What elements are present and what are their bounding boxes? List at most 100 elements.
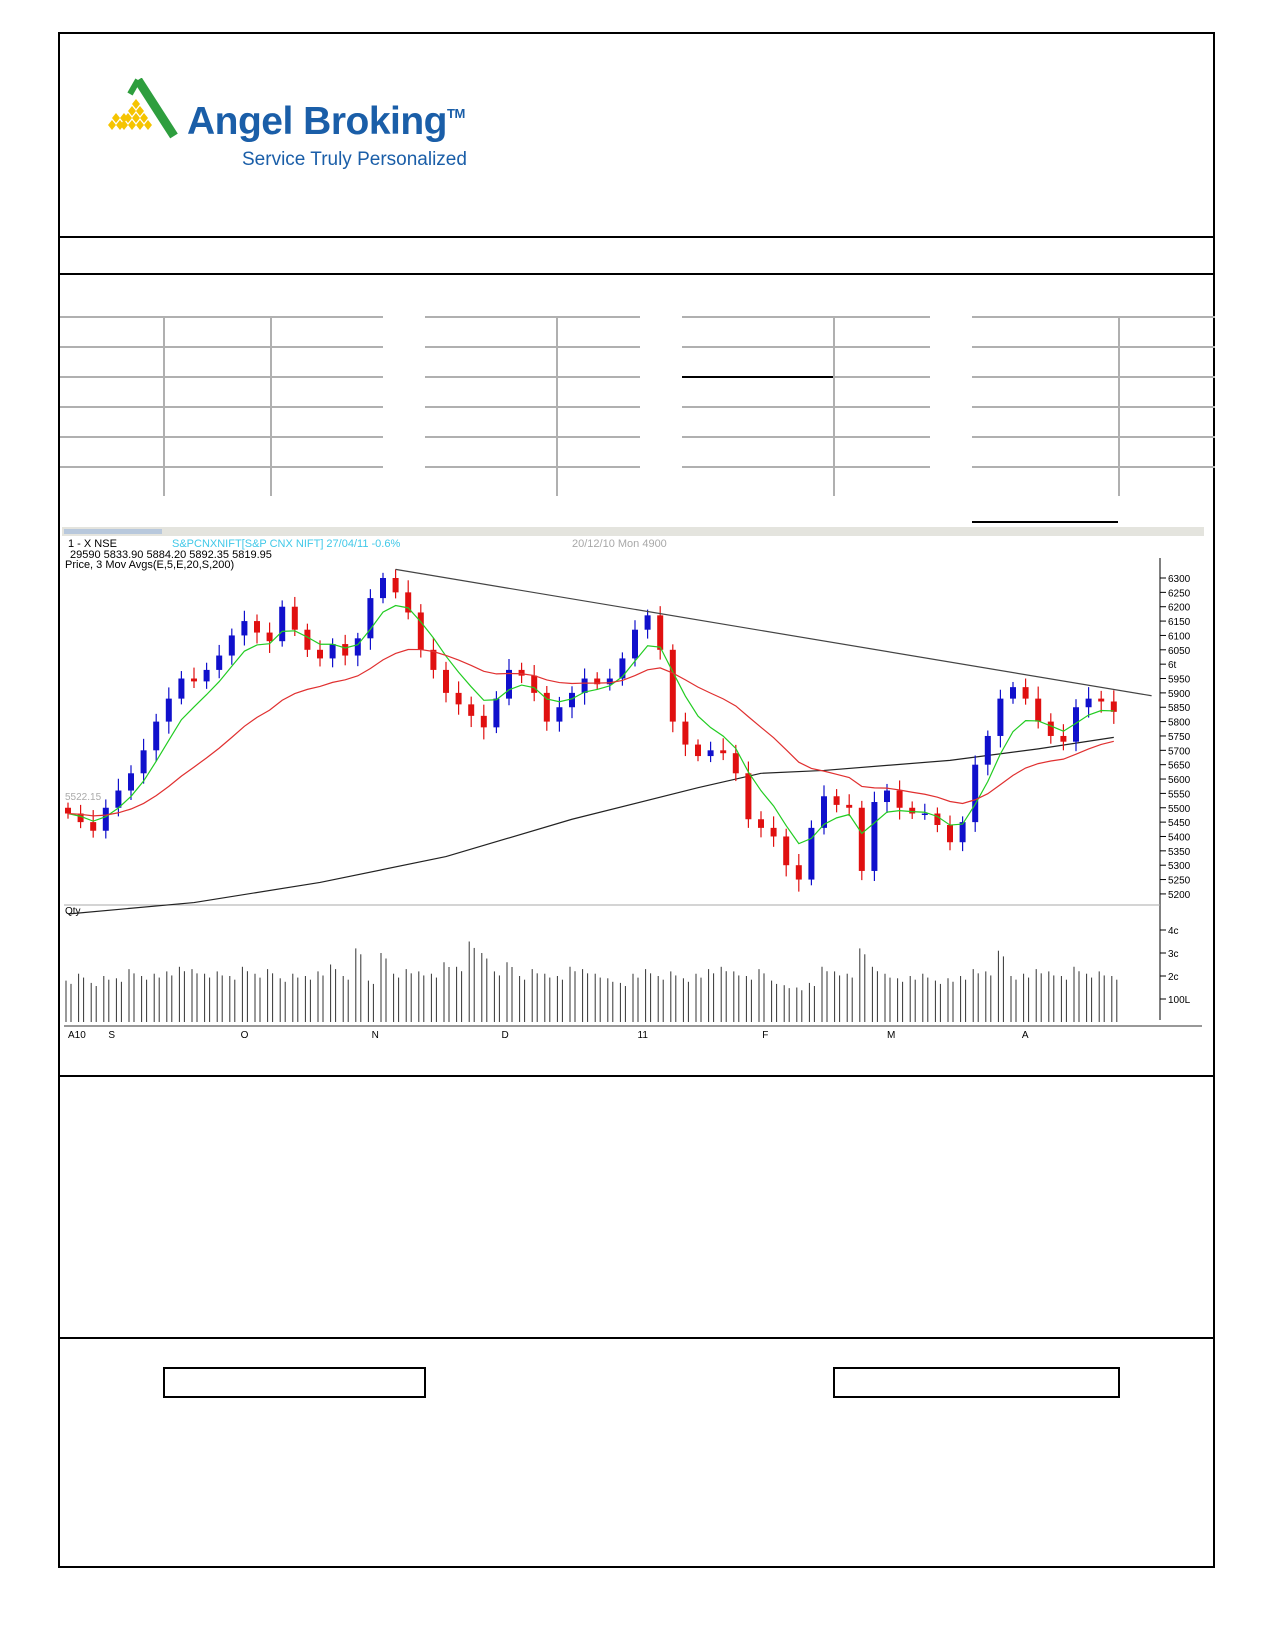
candle-body <box>405 592 412 613</box>
candle-body <box>455 692 462 705</box>
candle-body <box>732 753 739 774</box>
candle-body <box>783 836 790 866</box>
table-rule <box>59 436 383 439</box>
candle-body <box>468 704 475 716</box>
price-tick-label: 5250 <box>1168 876 1191 887</box>
table-rule <box>972 315 1215 318</box>
volume-tick-label: 2c <box>1168 972 1179 983</box>
candle-body <box>884 790 890 803</box>
divider <box>58 273 1215 275</box>
candle-body <box>153 721 160 751</box>
price-tick-label: 5650 <box>1168 761 1191 772</box>
price-tick-label: 6100 <box>1168 631 1191 642</box>
candle-body <box>65 807 71 814</box>
divider <box>58 236 1215 238</box>
price-tick-label: 5450 <box>1168 818 1191 829</box>
ema-5-line <box>67 604 1114 845</box>
divider <box>58 1337 1215 1339</box>
empty-box-left <box>163 1367 426 1398</box>
candle-body <box>1010 687 1016 699</box>
price-tick-label: 5350 <box>1168 847 1191 858</box>
table-rule <box>681 436 931 439</box>
price-tick-label: 5300 <box>1168 861 1191 872</box>
ema-20-line <box>67 648 1114 817</box>
candle-body <box>569 692 575 708</box>
angel-logo-mark <box>108 78 178 139</box>
candle-body <box>254 621 260 633</box>
candle-body <box>518 669 525 676</box>
chart-toolbar <box>62 527 1204 536</box>
table-rule <box>59 405 383 408</box>
candle-body <box>140 750 147 774</box>
candle-body <box>304 629 311 650</box>
price-tick-label: 5700 <box>1168 746 1191 757</box>
price-tick-label: 5850 <box>1168 703 1191 714</box>
page-frame <box>58 32 1215 1568</box>
candle-body <box>279 606 286 642</box>
price-tick-label: 6t <box>1168 660 1177 671</box>
price-tick-label: 5950 <box>1168 675 1191 686</box>
candle-body <box>984 735 991 765</box>
price-tick-label: 6250 <box>1168 588 1191 599</box>
candle-body <box>795 865 802 880</box>
candle-body <box>644 615 651 630</box>
volume-tick-label: 100L <box>1168 995 1191 1006</box>
candle-body <box>972 764 979 823</box>
candle-body <box>342 644 349 656</box>
table-rule <box>424 375 640 378</box>
date-tick-label: O <box>241 1030 249 1041</box>
table-rule <box>59 315 383 318</box>
price-tick-label: 5600 <box>1168 775 1191 786</box>
candle-body <box>506 669 512 699</box>
table-column-rule <box>832 315 835 497</box>
candle-body <box>317 649 323 659</box>
candle-body <box>367 598 374 639</box>
toolbar-progress <box>64 529 162 534</box>
price-tick-label: 5200 <box>1168 890 1191 901</box>
volume-label: Qty <box>65 906 81 917</box>
indicator-label: Price, 3 Mov Avgs(E,5,E,20,S,200) <box>65 559 234 571</box>
date-tick-label: D <box>501 1030 508 1041</box>
candle-body <box>392 578 399 593</box>
table-rule <box>424 346 640 349</box>
candle-body <box>1047 721 1054 736</box>
candle-body <box>758 819 764 828</box>
candle-body <box>128 773 134 791</box>
divider <box>58 1075 1215 1077</box>
table-rule-bold <box>972 521 1119 524</box>
table-rule <box>59 346 383 349</box>
candle-body <box>1110 701 1117 712</box>
candle-body <box>102 807 109 831</box>
date-tick-label: A <box>1022 1030 1029 1041</box>
table-rule <box>972 465 1215 468</box>
volume-tick-label: 4c <box>1168 926 1179 937</box>
candle-body <box>808 827 815 880</box>
candle-body <box>1022 687 1029 699</box>
table-rule <box>424 405 640 408</box>
volume-tick-label: 3c <box>1168 949 1179 960</box>
price-tick-label: 6300 <box>1168 574 1191 585</box>
trendline <box>395 568 1152 697</box>
candle-body <box>657 615 664 650</box>
candle-body <box>707 750 714 757</box>
table-rule <box>59 465 383 468</box>
candle-body <box>556 707 563 722</box>
table-rule <box>972 375 1215 378</box>
price-tick-label: 5400 <box>1168 832 1191 843</box>
price-tick-label: 5900 <box>1168 689 1191 700</box>
candle-body <box>682 721 689 745</box>
cursor-info: 20/12/10 Mon 4900 <box>572 538 667 550</box>
price-tick-label: 5500 <box>1168 804 1191 815</box>
candle-body <box>947 824 953 843</box>
candle-body <box>203 669 210 682</box>
candle-body <box>833 796 840 805</box>
candle-body <box>443 669 449 693</box>
candle-body <box>921 813 928 816</box>
candle-body <box>191 678 197 682</box>
table-rule <box>972 405 1215 408</box>
table-rule-bold <box>681 375 833 378</box>
candle-body <box>896 790 903 808</box>
table-rule <box>424 436 640 439</box>
candle-body <box>745 773 752 820</box>
